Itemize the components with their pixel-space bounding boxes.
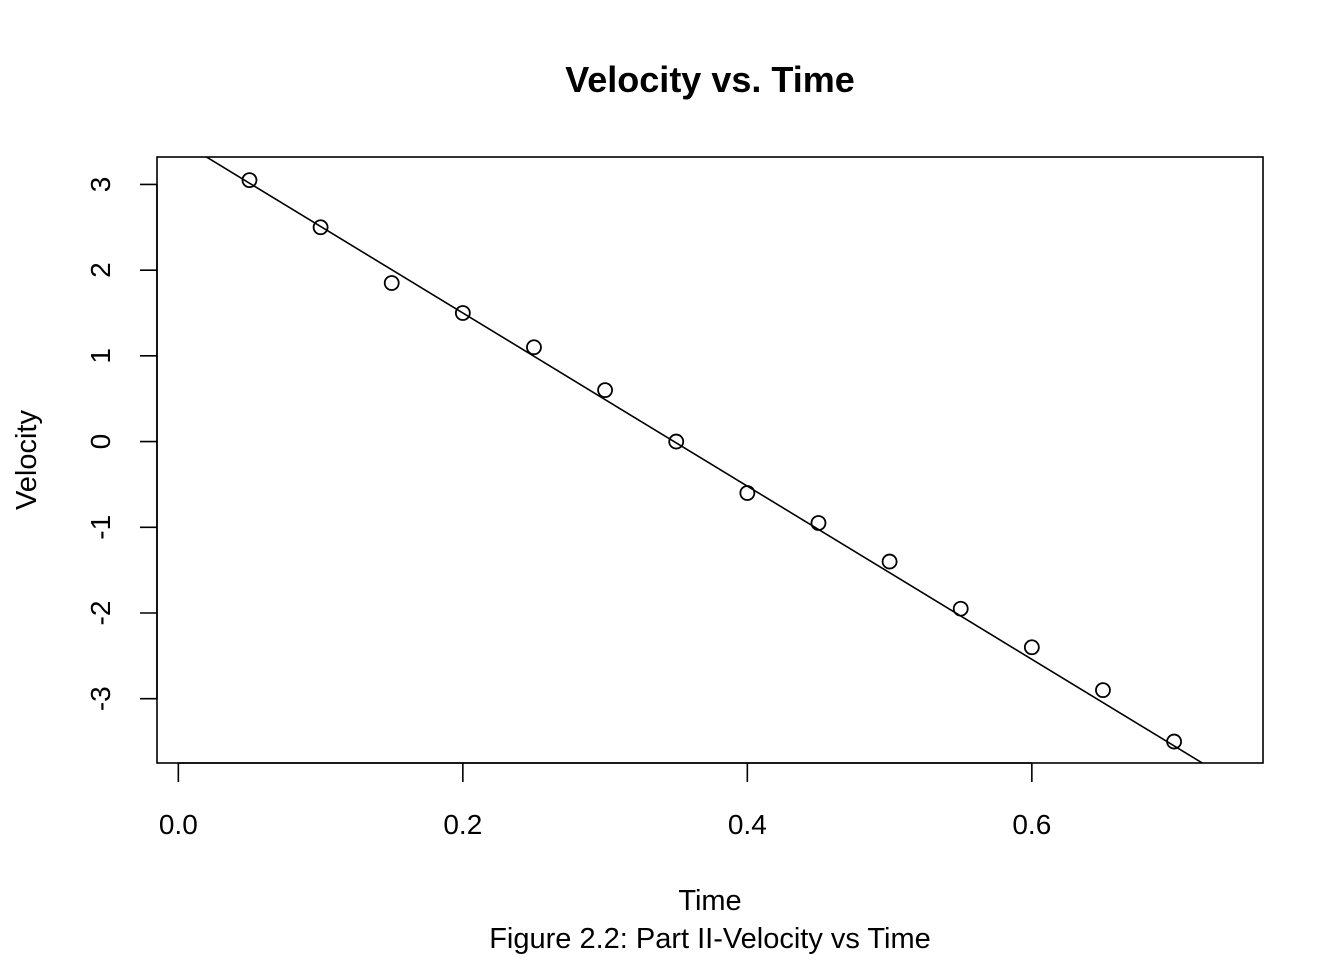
data-point <box>668 433 685 450</box>
chart-title: Velocity vs. Time <box>565 59 855 100</box>
y-tick-label: -1 <box>85 515 116 540</box>
x-axis: 0.0 0.2 0.4 0.6 <box>159 762 1051 840</box>
y-tick-label: -2 <box>85 601 116 626</box>
plot-frame <box>156 156 1264 764</box>
data-point <box>597 382 613 399</box>
data-point <box>810 515 827 531</box>
x-axis-label: Time <box>678 885 741 917</box>
fit-line <box>204 157 1204 763</box>
y-tick-label: 1 <box>85 348 116 364</box>
data-point <box>881 553 898 570</box>
y-tick-label: -3 <box>85 686 116 711</box>
y-axis-label: Velocity <box>11 410 43 510</box>
data-point <box>1095 682 1111 699</box>
y-tick-label: 3 <box>85 177 116 193</box>
data-point <box>454 305 471 321</box>
x-tick-label: 0.4 <box>728 809 767 840</box>
data-point <box>1166 733 1182 750</box>
x-tick-label: 0.2 <box>443 809 482 840</box>
data-point <box>1023 639 1040 656</box>
data-point <box>241 172 258 189</box>
x-tick-label: 0.0 <box>159 809 198 840</box>
figure-caption: Figure 2.2: Part II-Velocity vs Time <box>489 923 931 955</box>
data-point <box>383 275 400 291</box>
y-tick-label: 2 <box>85 262 116 278</box>
data-point <box>526 339 542 356</box>
data-point <box>952 600 969 617</box>
x-tick-label: 0.6 <box>1012 809 1051 840</box>
data-point <box>312 219 329 236</box>
y-axis: 3 2 1 0 -1 -2 -3 <box>85 177 158 711</box>
data-point <box>739 485 756 501</box>
y-tick-label: 0 <box>85 434 116 450</box>
